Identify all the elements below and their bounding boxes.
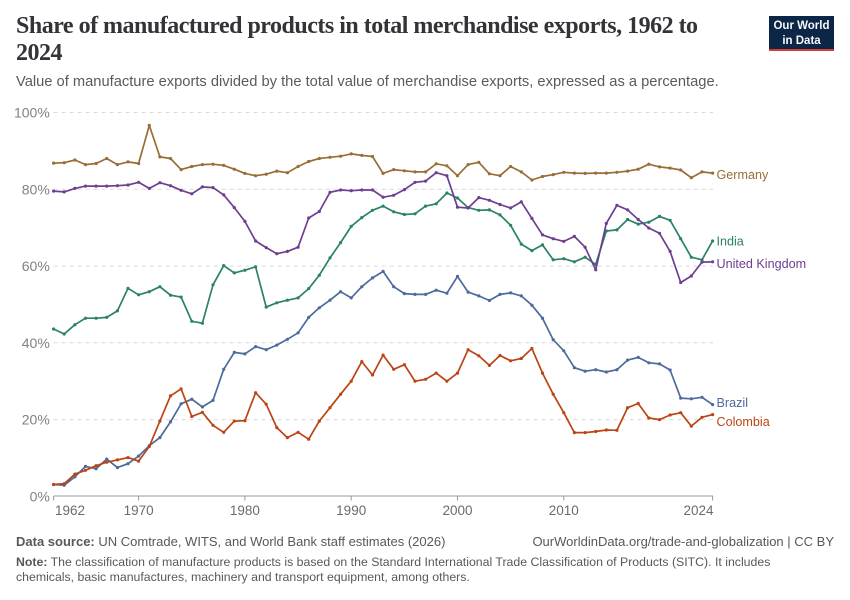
svg-text:Brazil: Brazil (717, 396, 749, 410)
svg-text:Colombia: Colombia (717, 415, 770, 429)
svg-text:40%: 40% (22, 335, 50, 351)
svg-text:India: India (717, 235, 744, 249)
svg-text:100%: 100% (14, 105, 50, 121)
svg-text:60%: 60% (22, 258, 50, 274)
svg-text:1970: 1970 (124, 503, 154, 518)
svg-text:2000: 2000 (442, 503, 472, 518)
svg-text:2024: 2024 (683, 503, 714, 518)
svg-text:2010: 2010 (549, 503, 579, 518)
svg-text:Germany: Germany (717, 168, 769, 182)
svg-text:1962: 1962 (55, 503, 85, 518)
svg-text:1980: 1980 (230, 503, 260, 518)
svg-text:United Kingdom: United Kingdom (717, 257, 807, 271)
svg-text:0%: 0% (30, 489, 50, 505)
svg-text:1990: 1990 (336, 503, 366, 518)
svg-text:20%: 20% (22, 412, 50, 428)
svg-text:80%: 80% (22, 181, 50, 197)
